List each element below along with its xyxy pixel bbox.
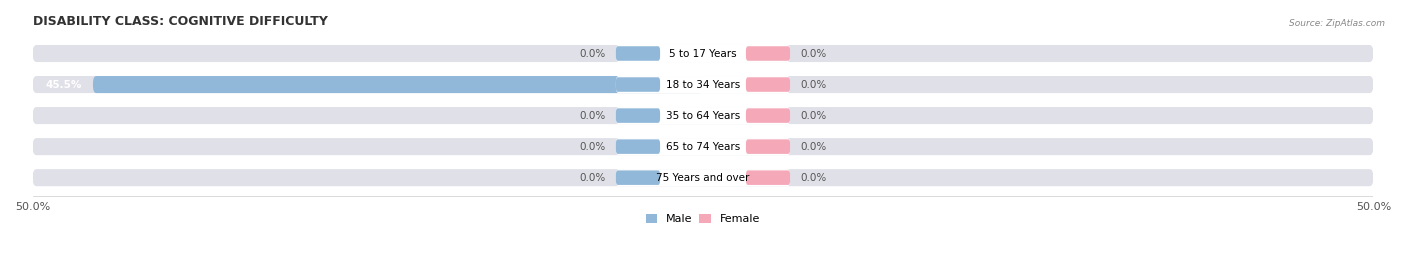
FancyBboxPatch shape bbox=[616, 77, 659, 92]
FancyBboxPatch shape bbox=[32, 76, 1374, 93]
FancyBboxPatch shape bbox=[93, 76, 703, 93]
FancyBboxPatch shape bbox=[616, 139, 659, 154]
Legend: Male, Female: Male, Female bbox=[641, 209, 765, 228]
FancyBboxPatch shape bbox=[32, 107, 1374, 124]
Text: 0.0%: 0.0% bbox=[801, 80, 827, 90]
Text: 5 to 17 Years: 5 to 17 Years bbox=[669, 48, 737, 59]
FancyBboxPatch shape bbox=[747, 77, 790, 92]
Text: 65 to 74 Years: 65 to 74 Years bbox=[666, 142, 740, 152]
FancyBboxPatch shape bbox=[616, 171, 659, 185]
FancyBboxPatch shape bbox=[747, 108, 790, 123]
Text: 0.0%: 0.0% bbox=[801, 111, 827, 121]
FancyBboxPatch shape bbox=[32, 45, 1374, 62]
FancyBboxPatch shape bbox=[747, 46, 790, 61]
Text: 45.5%: 45.5% bbox=[46, 80, 82, 90]
Text: 0.0%: 0.0% bbox=[579, 173, 605, 183]
FancyBboxPatch shape bbox=[747, 171, 790, 185]
FancyBboxPatch shape bbox=[616, 138, 790, 155]
Text: Source: ZipAtlas.com: Source: ZipAtlas.com bbox=[1289, 19, 1385, 28]
FancyBboxPatch shape bbox=[616, 46, 659, 61]
Text: 0.0%: 0.0% bbox=[801, 48, 827, 59]
FancyBboxPatch shape bbox=[747, 139, 790, 154]
FancyBboxPatch shape bbox=[32, 138, 1374, 155]
FancyBboxPatch shape bbox=[616, 45, 790, 62]
Text: 0.0%: 0.0% bbox=[579, 48, 605, 59]
FancyBboxPatch shape bbox=[616, 169, 790, 186]
Text: 35 to 64 Years: 35 to 64 Years bbox=[666, 111, 740, 121]
Text: 0.0%: 0.0% bbox=[801, 142, 827, 152]
FancyBboxPatch shape bbox=[616, 108, 659, 123]
Text: DISABILITY CLASS: COGNITIVE DIFFICULTY: DISABILITY CLASS: COGNITIVE DIFFICULTY bbox=[32, 15, 328, 28]
Text: 0.0%: 0.0% bbox=[801, 173, 827, 183]
Text: 0.0%: 0.0% bbox=[579, 142, 605, 152]
Text: 18 to 34 Years: 18 to 34 Years bbox=[666, 80, 740, 90]
FancyBboxPatch shape bbox=[616, 76, 790, 93]
Text: 75 Years and over: 75 Years and over bbox=[657, 173, 749, 183]
FancyBboxPatch shape bbox=[32, 169, 1374, 186]
FancyBboxPatch shape bbox=[616, 107, 790, 124]
Text: 0.0%: 0.0% bbox=[579, 111, 605, 121]
